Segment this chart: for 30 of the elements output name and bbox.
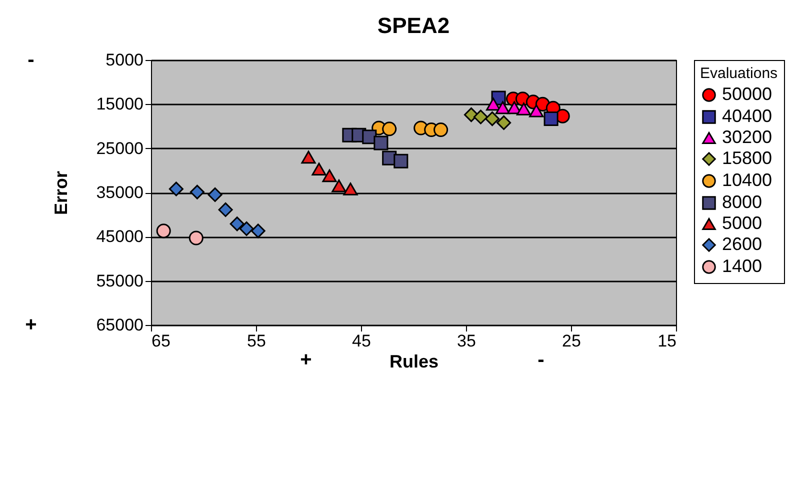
x-tick-label: 35 [457, 332, 476, 350]
y-tick-label: 55000 [96, 271, 144, 290]
y-tick-label: 45000 [96, 227, 144, 246]
legend-label: 1400 [722, 256, 762, 276]
legend-label: 10400 [722, 170, 772, 190]
legend-label: 40400 [722, 106, 772, 126]
y-tick-label: 25000 [96, 138, 144, 158]
y-axis-title: Error [51, 170, 72, 216]
text: + [25, 314, 37, 336]
text: - [538, 349, 544, 371]
legend-label: 15800 [722, 148, 772, 168]
y-tick-label: 5000 [106, 50, 144, 70]
x-tick-label: 15 [658, 332, 676, 350]
text: - [28, 49, 34, 71]
x-tick-label: 55 [247, 332, 266, 350]
text: + [300, 349, 312, 371]
legend-title: Evaluations [700, 65, 778, 82]
chart-title: SPEA2 [377, 13, 450, 38]
legend-label: 8000 [722, 192, 762, 212]
y-tick-label: 15000 [96, 94, 144, 114]
x-tick-label: 65 [152, 332, 170, 350]
legend-label: 5000 [722, 213, 762, 233]
x-axis-title: Rules [389, 352, 439, 372]
legend-label: 30200 [722, 127, 772, 147]
legend-label: 2600 [722, 234, 762, 254]
x-tick-label: 45 [352, 332, 371, 350]
x-tick-label: 25 [562, 332, 581, 350]
y-tick-label: 35000 [96, 183, 144, 202]
legend-label: 50000 [722, 84, 772, 104]
y-tick-label: 65000 [96, 316, 144, 334]
